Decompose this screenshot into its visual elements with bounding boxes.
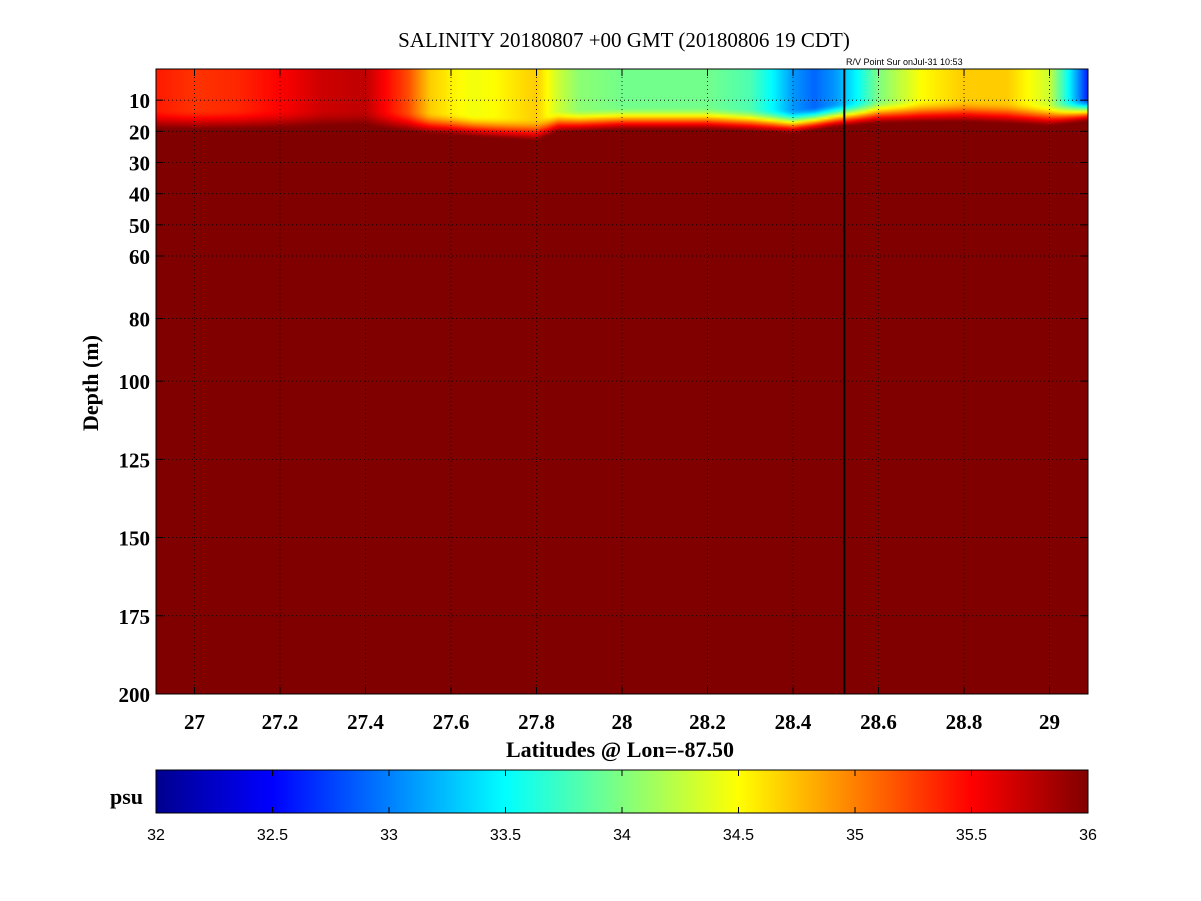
y-tick-label: 80 <box>129 308 150 332</box>
x-tick-label: 28.6 <box>860 710 897 734</box>
y-tick-label: 10 <box>129 89 150 113</box>
colorbar-ticks: 32 32.5 33 33.5 34 34.5 35 35.5 36 <box>147 770 1097 844</box>
x-axis-ticks: 27 27.2 27.4 27.6 27.8 28 28.2 28.4 28.6 28.8 29 <box>184 69 1060 734</box>
y-axis-label: Depth (m) <box>78 335 103 431</box>
colorbar-tick-label: 35.5 <box>956 827 987 844</box>
x-axis-label: Latitudes @ Lon=-87.50 <box>506 737 734 762</box>
y-tick-label: 50 <box>129 214 150 238</box>
colorbar-gradient <box>155 769 1089 814</box>
heatmap-area <box>155 68 1089 695</box>
x-tick-label: 28 <box>612 710 633 734</box>
y-tick-label: 200 <box>119 683 151 707</box>
y-tick-label: 20 <box>129 120 150 144</box>
y-tick-label: 175 <box>119 605 151 629</box>
colorbar-label: psu <box>110 784 143 809</box>
y-tick-label: 30 <box>129 152 150 176</box>
y-tick-label: 125 <box>119 448 151 472</box>
colorbar-tick-label: 34.5 <box>723 827 754 844</box>
colorbar-tick-label: 35 <box>846 827 864 844</box>
x-tick-label: 27.4 <box>347 710 384 734</box>
x-tick-label: 27.6 <box>433 710 470 734</box>
y-axis-ticks: 10 20 30 40 50 60 80 100 125 150 175 200 <box>119 89 1088 707</box>
x-tick-label: 27.2 <box>262 710 299 734</box>
x-tick-label: 28.4 <box>775 710 812 734</box>
y-tick-label: 40 <box>129 183 150 207</box>
colorbar-tick-label: 34 <box>613 827 631 844</box>
colorbar: psu 32 32.5 33 33.5 34 34.5 35 35.5 36 <box>110 769 1097 844</box>
colorbar-tick-label: 32 <box>147 827 165 844</box>
colorbar-tick-label: 33.5 <box>490 827 521 844</box>
y-tick-label: 150 <box>119 527 151 551</box>
y-tick-label: 100 <box>119 370 151 394</box>
x-tick-label: 27.8 <box>518 710 555 734</box>
vessel-annotation: R/V Point Sur onJul-31 10:53 <box>846 57 963 67</box>
x-tick-label: 29 <box>1039 710 1060 734</box>
grid-lines <box>156 69 1088 695</box>
colorbar-tick-label: 36 <box>1079 827 1097 844</box>
colorbar-tick-label: 32.5 <box>257 827 288 844</box>
x-tick-label: 28.2 <box>689 710 726 734</box>
colorbar-tick-label: 33 <box>380 827 398 844</box>
x-tick-label: 27 <box>184 710 205 734</box>
y-tick-label: 60 <box>129 245 150 269</box>
chart-title: SALINITY 20180807 +00 GMT (20180806 19 C… <box>398 28 850 52</box>
x-tick-label: 28.8 <box>946 710 983 734</box>
